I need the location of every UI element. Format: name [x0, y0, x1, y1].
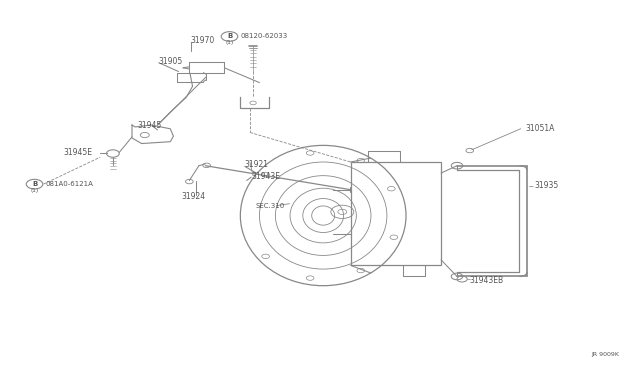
Text: 31921: 31921 — [245, 160, 269, 170]
Text: 31935: 31935 — [534, 182, 558, 190]
Text: B: B — [227, 33, 232, 39]
Text: SEC.310: SEC.310 — [255, 203, 284, 209]
Text: 31970: 31970 — [191, 36, 215, 45]
Text: (1): (1) — [225, 40, 234, 45]
Text: 31051A: 31051A — [525, 124, 555, 132]
Text: 08120-62033: 08120-62033 — [241, 33, 287, 39]
Text: B: B — [32, 181, 37, 187]
Text: 31945E: 31945E — [64, 148, 93, 157]
Text: 081A0-6121A: 081A0-6121A — [45, 181, 93, 187]
Text: 31924: 31924 — [182, 192, 206, 201]
Text: 31943EB: 31943EB — [470, 276, 504, 285]
Text: JR 9009K: JR 9009K — [591, 352, 620, 357]
Text: 31905: 31905 — [159, 57, 183, 66]
Text: 31945: 31945 — [137, 121, 161, 130]
Bar — [351, 162, 441, 265]
Text: 31943E: 31943E — [251, 171, 280, 180]
Text: (1): (1) — [30, 188, 38, 193]
